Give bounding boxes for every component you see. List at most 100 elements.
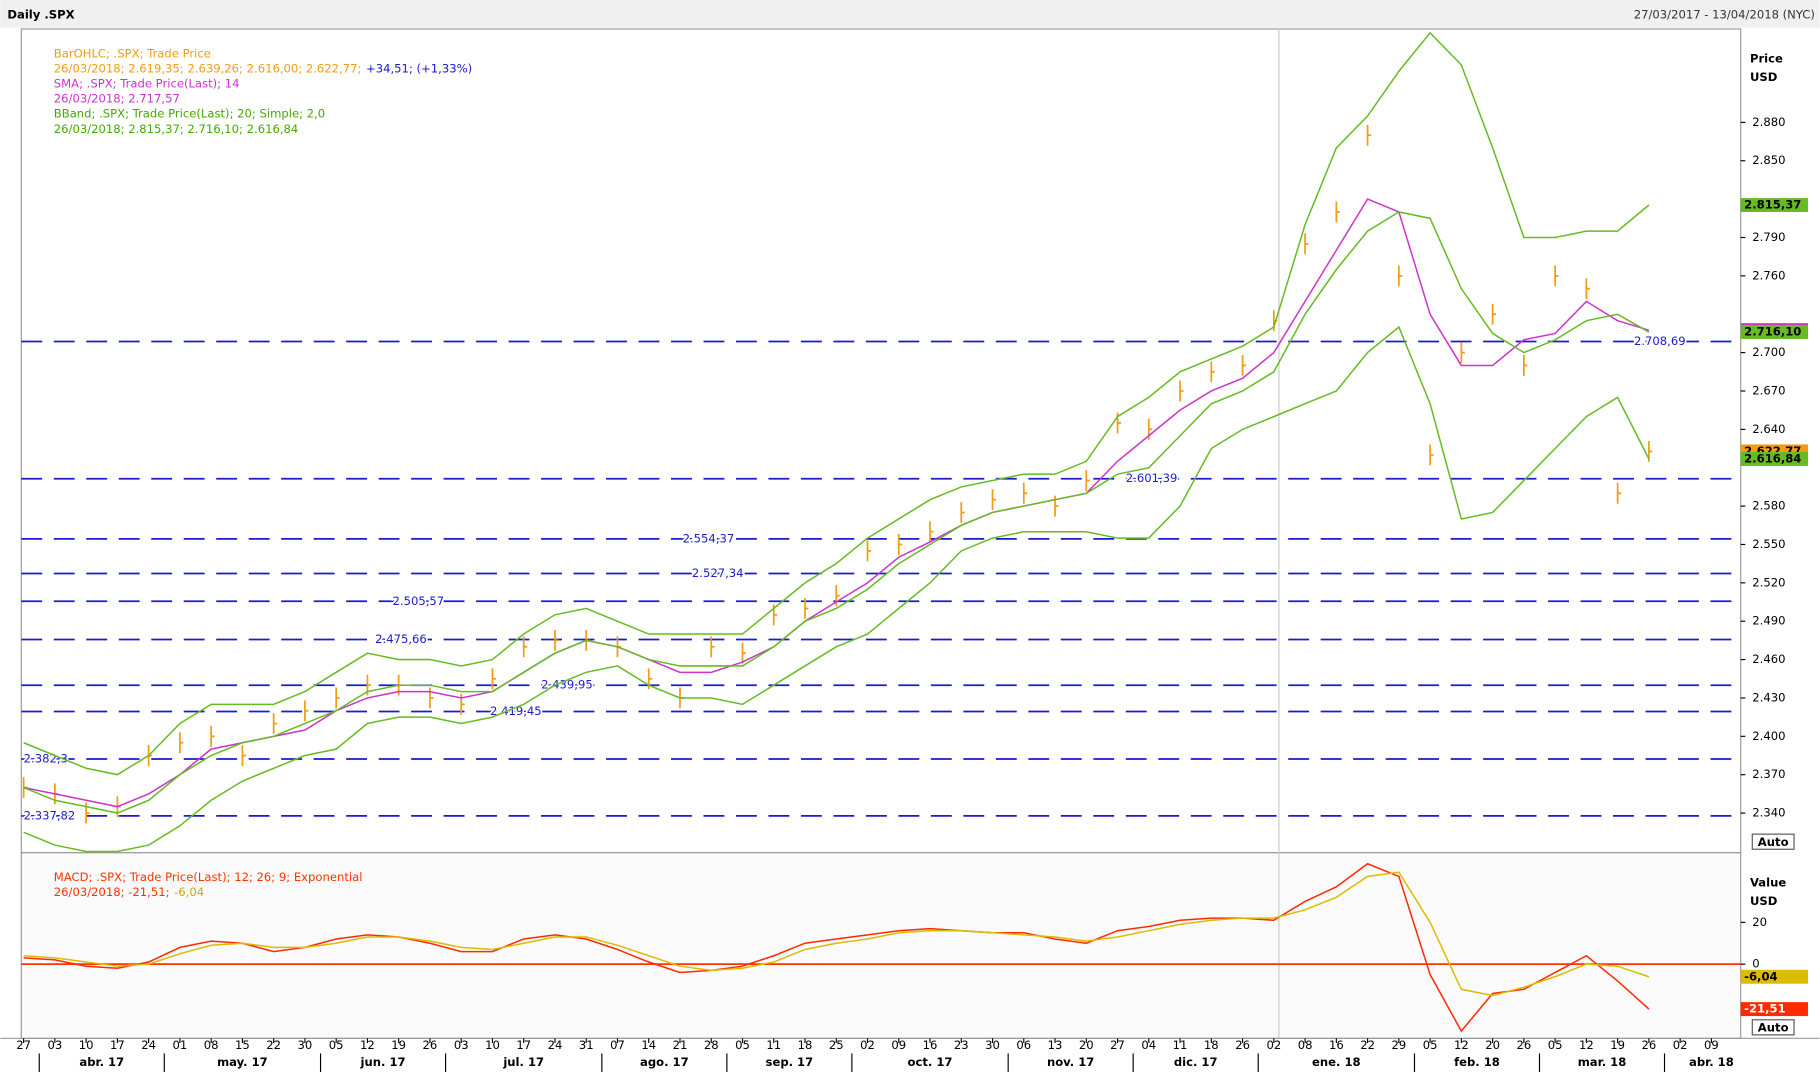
x-tick-label: 07 [610,1038,625,1052]
x-tick-label: 08 [1298,1038,1313,1052]
value-tag [1740,325,1808,339]
legend-text: BarOHLC; .SPX; Trade Price [54,46,211,60]
legend-line: 26/03/2018; 2.815,37; 2.716,10; 2.616,84 [54,121,298,135]
x-tick-label: 23 [954,1038,969,1052]
month-label: nov. 17 [1047,1055,1094,1069]
x-tick-label: 05 [329,1038,344,1052]
x-tick-label: 30 [298,1038,313,1052]
study-line [23,211,1650,814]
x-tick-label: 16 [923,1038,938,1052]
level-label: 2.475,66 [375,632,427,646]
x-tick-label: 02 [1673,1038,1688,1052]
x-tick-label: 21 [673,1038,688,1052]
y-tick-label: 2.760 [1752,268,1785,282]
month-label: ago. 17 [640,1055,689,1069]
x-tick-label: 27 [1110,1038,1125,1052]
month-label: may. 17 [217,1055,268,1069]
x-tick-label: 09 [1704,1038,1719,1052]
level-label: 2.419,45 [490,704,542,718]
x-tick-label: 10 [79,1038,94,1052]
legend-text: +34,51; (+1,33%) [366,61,472,75]
x-tick-label: 17 [516,1038,531,1052]
x-tick-label: 22 [1360,1038,1375,1052]
y-tick-label: 2.370 [1752,767,1785,781]
y-tick-label: 2.640 [1752,422,1785,436]
date-range: 27/03/2017 - 13/04/2018 (NYC) [1634,8,1815,22]
legend-text: SMA; .SPX; Trade Price(Last); 14 [54,76,240,90]
scale-button-label[interactable]: Auto [1758,1020,1789,1034]
legend-text: 26/03/2018; 2.717,57 [54,91,180,105]
x-tick-label: 27 [16,1038,31,1052]
x-tick-label: 12 [360,1038,375,1052]
legend-line: SMA; .SPX; Trade Price(Last); 14 [54,76,240,90]
x-tick-label: 08 [204,1038,219,1052]
price-panel [20,28,1742,854]
month-label: dic. 17 [1174,1055,1218,1069]
x-tick-label: 03 [454,1038,469,1052]
month-label: abr. 17 [79,1055,124,1069]
legend-line: MACD; .SPX; Trade Price(Last); 12; 26; 9… [54,870,363,884]
y-tick-label: 2.670 [1752,383,1785,397]
x-tick-label: 05 [735,1038,750,1052]
x-tick-label: 02 [1266,1038,1281,1052]
x-tick-label: 15 [235,1038,250,1052]
month-label: oct. 17 [908,1055,953,1069]
y-tick-label: 2.490 [1752,614,1785,628]
x-tick-label: 26 [1516,1038,1531,1052]
x-tick-label: 19 [391,1038,406,1052]
level-label: 2.527,34 [692,566,744,580]
x-tick-label: 12 [1454,1038,1469,1052]
y-tick-label: 2.790 [1752,230,1785,244]
y-tick-label: 2.430 [1752,690,1785,704]
axis-title: USD [1750,70,1778,84]
x-tick-label: 06 [1016,1038,1031,1052]
scale-button[interactable] [1751,1019,1795,1036]
x-tick-label: 28 [704,1038,719,1052]
scale-button[interactable] [1751,833,1795,850]
month-label: ene. 18 [1312,1055,1361,1069]
y-tick-label: 2.340 [1752,806,1785,820]
x-tick-label: 22 [266,1038,281,1052]
x-tick-label: 05 [1548,1038,1563,1052]
x-tick-label: 20 [1485,1038,1500,1052]
x-tick-label: 24 [141,1038,156,1052]
month-label: mar. 18 [1578,1055,1627,1069]
chart-title: Daily .SPX [7,8,74,22]
y-tick-label: 2.850 [1752,153,1785,167]
value-tag [1740,1002,1808,1017]
x-tick-label: 11 [766,1038,781,1052]
macd-panel [20,852,1742,1039]
x-tick-label: 10 [485,1038,500,1052]
level-label: 2.337,82 [24,808,76,822]
x-tick-label: 20 [1079,1038,1094,1052]
level-label: 2.554,37 [683,531,735,545]
legend-text: BBand; .SPX; Trade Price(Last); 20; Simp… [54,106,325,120]
value-tag-label: 2.716,10 [1744,325,1801,339]
level-label: 2.708,69 [1634,334,1686,348]
header-bar [0,0,1820,28]
value-tag [1740,198,1808,213]
month-label: jun. 17 [360,1055,406,1069]
x-tick-label: 03 [47,1038,62,1052]
x-tick-label: 16 [1329,1038,1344,1052]
level-label: 2.439,95 [541,678,593,692]
value-tag-label: 2.815,37 [1744,198,1801,212]
y-tick-label: 2.400 [1752,729,1785,743]
y-tick-label: 2.550 [1752,537,1785,551]
study-line [23,862,1650,1033]
x-tick-label: 04 [1141,1038,1156,1052]
level-label: 2.601,39 [1126,471,1178,485]
x-tick-label: 17 [110,1038,125,1052]
scale-button-label[interactable]: Auto [1758,835,1789,849]
month-label: sep. 17 [766,1055,814,1069]
value-tag-label: -6,04 [1744,969,1777,983]
study-line [23,871,1650,997]
value-tag-label: 2.616,84 [1744,451,1801,465]
x-tick-label: 18 [798,1038,813,1052]
x-tick-label: 26 [1235,1038,1250,1052]
level-label: 2.382,3 [24,751,68,765]
legend-text: MACD; .SPX; Trade Price(Last); 12; 26; 9… [54,870,363,884]
x-tick-label: 01 [173,1038,188,1052]
axis-title: Price [1750,52,1783,66]
x-tick-label: 19 [1610,1038,1625,1052]
